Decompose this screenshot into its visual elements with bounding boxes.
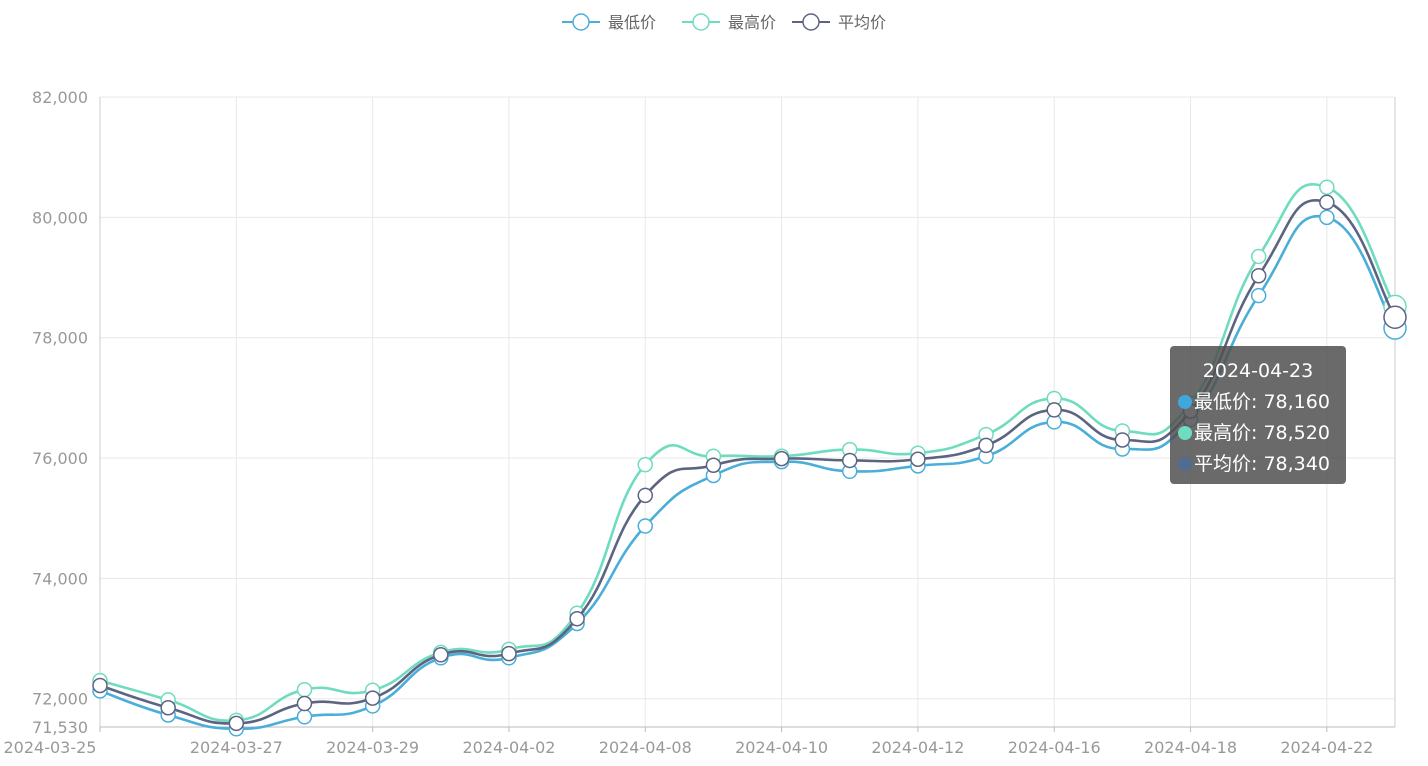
- y-tick-label: 80,000: [32, 208, 88, 227]
- legend-label: 平均价: [838, 13, 886, 32]
- tooltip-avg-label: 平均价: 78,340: [1194, 453, 1330, 475]
- x-tick-label: 2024-04-10: [735, 738, 828, 757]
- x-tick-label: 2024-03-27: [190, 738, 283, 757]
- tooltip-dot-max: [1178, 426, 1192, 440]
- data-point: [160, 699, 176, 716]
- x-tick-label: 2024-04-12: [871, 738, 964, 757]
- x-tick-label: 2024-04-22: [1280, 738, 1373, 757]
- data-point: [1383, 305, 1407, 329]
- data-point: [433, 647, 449, 663]
- axes: [99, 97, 1396, 732]
- data-point: [228, 715, 245, 732]
- tooltip-max-label: 最高价: 78,520: [1194, 422, 1330, 444]
- y-tick-label: 71,530: [32, 718, 88, 737]
- data-point: [92, 677, 108, 694]
- x-tick-label: 2024-04-18: [1144, 738, 1237, 757]
- tooltip: 2024-04-23 最低价: 78,160 最高价: 78,520 平均价: …: [1170, 346, 1346, 484]
- data-point: [1250, 287, 1267, 304]
- y-tick-label: 82,000: [32, 88, 88, 107]
- legend-label: 最高价: [728, 13, 776, 32]
- data-point: [637, 487, 654, 504]
- x-tick-label: 2024-04-08: [599, 738, 692, 757]
- tooltip-min-label: 最低价: 78,160: [1194, 391, 1330, 413]
- y-tick-label: 76,000: [32, 449, 88, 468]
- data-point: [637, 456, 654, 473]
- data-point: [910, 451, 926, 467]
- data-point: [364, 690, 381, 706]
- legend-item-0[interactable]: 最低价: [562, 13, 656, 32]
- tooltip-dot-avg: [1178, 457, 1192, 471]
- data-point: [296, 695, 313, 712]
- data-point: [841, 452, 858, 469]
- data-point: [1114, 432, 1131, 448]
- data-point: [296, 709, 313, 725]
- legend-label: 最低价: [608, 13, 656, 32]
- x-tick-label: 2024-04-02: [462, 738, 555, 757]
- data-point: [296, 681, 313, 698]
- tooltip-row-avg: 平均价: 78,340: [1178, 449, 1346, 480]
- data-point: [1319, 179, 1335, 196]
- legend-swatch-circle: [572, 13, 590, 31]
- legend-item-1[interactable]: 最高价: [682, 13, 776, 32]
- x-tick-label: 2024-04-16: [1008, 738, 1101, 757]
- y-tick-label: 74,000: [32, 569, 88, 588]
- y-tick-label: 78,000: [32, 329, 88, 348]
- data-point: [978, 437, 994, 454]
- y-tick-label: 72,000: [32, 690, 88, 709]
- legend-swatch-circle: [692, 13, 710, 31]
- data-point: [705, 457, 722, 474]
- data-point: [773, 450, 790, 467]
- tooltip-dot-min: [1178, 395, 1192, 409]
- data-point: [1250, 267, 1267, 284]
- legend-swatch-circle: [802, 13, 820, 31]
- data-point: [1319, 209, 1335, 226]
- x-axis-ticks: 2024-03-25 2024-03-27 2024-03-29 2024-04-02…: [4, 738, 1374, 757]
- x-tick-label: 2024-03-25: [4, 738, 97, 757]
- x-tick-label: 2024-03-29: [326, 738, 419, 757]
- y-axis-ticks: 82,000 80,000 78,000 76,000 74,000 72,000 71,5…: [32, 88, 88, 737]
- legend[interactable]: 最低价 最高价 平均价: [562, 13, 886, 32]
- data-point: [1250, 248, 1267, 265]
- data-point: [569, 610, 585, 627]
- tooltip-date: 2024-04-23: [1202, 360, 1314, 382]
- tooltip-row-max: 最高价: 78,520: [1178, 418, 1346, 449]
- data-point: [501, 645, 517, 662]
- tooltip-row-min: 最低价: 78,160: [1178, 387, 1346, 418]
- data-point: [637, 518, 654, 534]
- data-point: [1046, 402, 1062, 418]
- legend-item-2[interactable]: 平均价: [792, 13, 886, 32]
- data-point: [1319, 194, 1335, 211]
